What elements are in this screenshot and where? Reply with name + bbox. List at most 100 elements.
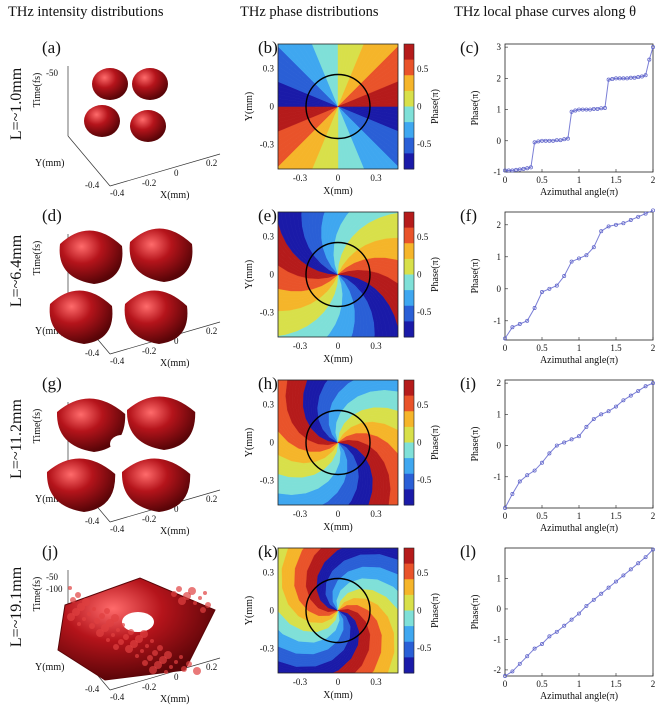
x-tick-label: 1.5 <box>610 511 622 521</box>
surface-speck <box>203 591 207 595</box>
x-axis-label: X(mm) <box>323 690 352 701</box>
y-axis-label: Y(mm) <box>244 428 255 457</box>
y-tick-label: 0 <box>497 284 502 294</box>
colorbar-segment <box>404 473 414 490</box>
panel-label-g: (g) <box>42 374 62 393</box>
surface-speck <box>75 592 81 598</box>
y-tick-label: 1 <box>497 105 502 115</box>
colorbar-tick-label: 0.5 <box>417 400 429 410</box>
data-point <box>554 443 559 448</box>
series-line <box>504 549 654 677</box>
data-point <box>525 318 530 323</box>
colorbar-tick-label: -0.5 <box>417 307 432 317</box>
y-tick-label: 0 <box>497 441 502 451</box>
surface-speck <box>82 598 90 606</box>
x-tick-label: 1.5 <box>610 679 622 689</box>
x-tick-label: -0.3 <box>293 677 308 687</box>
x-tick-label: -0.2 <box>142 178 156 188</box>
surface-speck <box>179 655 183 659</box>
x-tick-label: 0.5 <box>536 343 548 353</box>
surface-speck <box>72 608 80 616</box>
surface-speck <box>200 607 206 613</box>
colorbar-segment <box>404 59 414 76</box>
data-point <box>503 336 507 341</box>
colorbar-segment <box>404 641 414 658</box>
data-point <box>573 108 578 113</box>
colorbar-segment <box>404 75 414 92</box>
data-point <box>562 137 567 142</box>
colorbar-segment <box>404 321 414 338</box>
x-axis-label: Azimuthal angle(π) <box>540 187 618 198</box>
colorbar-segment <box>404 594 414 611</box>
surface-speck <box>164 651 172 659</box>
data-point <box>543 138 548 143</box>
x-axis-label: X(mm) <box>160 526 189 537</box>
intensity-lobe <box>126 396 196 450</box>
x-axis-label: X(mm) <box>323 522 352 533</box>
surface-speck <box>123 634 129 640</box>
data-point <box>606 224 611 229</box>
data-point <box>517 479 522 484</box>
x-tick-label: -0.4 <box>110 692 125 702</box>
data-point <box>577 256 581 261</box>
data-point <box>569 259 574 264</box>
phase-curve-chart: 0 0.5 1 1.5 2 -2 -1 0 1 Azimuthal angle(π) Phase(π… <box>470 547 655 702</box>
x-tick-label: -0.4 <box>110 356 125 366</box>
data-point <box>606 585 611 590</box>
data-point <box>562 440 567 445</box>
surface-speck <box>181 666 187 672</box>
data-point <box>510 492 515 496</box>
intensity-lobe <box>132 68 168 100</box>
data-point <box>617 76 622 81</box>
data-point <box>525 473 530 478</box>
colorbar-frame <box>403 211 415 338</box>
intensity-lobe <box>59 230 123 284</box>
surface-speck <box>87 612 91 616</box>
y-tick-label: 0.3 <box>263 232 275 242</box>
data-point <box>651 45 655 50</box>
y-axis-label: Y(mm) <box>244 92 255 121</box>
data-point <box>602 106 607 110</box>
data-point <box>521 166 526 171</box>
surface-speck <box>82 617 86 621</box>
intensity-hole <box>122 612 154 632</box>
y-axis-label: Y(mm) <box>244 260 255 289</box>
x-axis <box>109 153 221 187</box>
y-tick-label: -0.3 <box>260 140 275 150</box>
y-tick-label: -0.4 <box>85 180 100 190</box>
data-point <box>621 221 626 226</box>
data-point <box>536 139 541 144</box>
phase-map: 0.3 0 -0.3 -0.3 0 0.3 Y(mm) X(mm) 0.5 0 -0.5 Phase(… <box>244 43 441 197</box>
data-point <box>599 591 604 596</box>
colorbar-segment <box>404 122 414 139</box>
y-tick-label: 3 <box>497 42 502 52</box>
y-tick-label: 0 <box>270 606 275 616</box>
colorbar-tick-label: -0.5 <box>417 643 432 653</box>
y-tick-label: 1 <box>497 409 502 419</box>
data-point <box>525 654 530 659</box>
surface-speck <box>152 650 158 656</box>
y-axis-label: Y(mm) <box>35 158 64 169</box>
x-tick-label: -0.2 <box>142 514 156 524</box>
data-point <box>517 661 522 666</box>
header-curves: THz local phase curves along θ <box>454 4 637 20</box>
colorbar-segment <box>404 626 414 643</box>
data-point <box>503 674 507 678</box>
data-point <box>551 138 556 143</box>
surface-speck <box>70 597 76 603</box>
y-tick-label: 0.3 <box>263 400 275 410</box>
surface-speck <box>111 633 115 637</box>
colorbar-segment <box>404 274 414 291</box>
x-tick-label: 0 <box>336 509 341 519</box>
colorbar-segment <box>404 563 414 580</box>
data-point <box>554 138 559 143</box>
y-tick-label: -1 <box>494 167 502 177</box>
surface-speck <box>104 608 110 614</box>
colorbar-tick-label: 0.5 <box>417 568 429 578</box>
y-tick-label: 2 <box>497 73 502 83</box>
data-point <box>591 106 596 111</box>
data-point <box>503 168 507 173</box>
y-tick-label: -0.4 <box>85 684 100 694</box>
time-tick-label: -50 <box>46 68 58 78</box>
data-point <box>540 138 544 143</box>
